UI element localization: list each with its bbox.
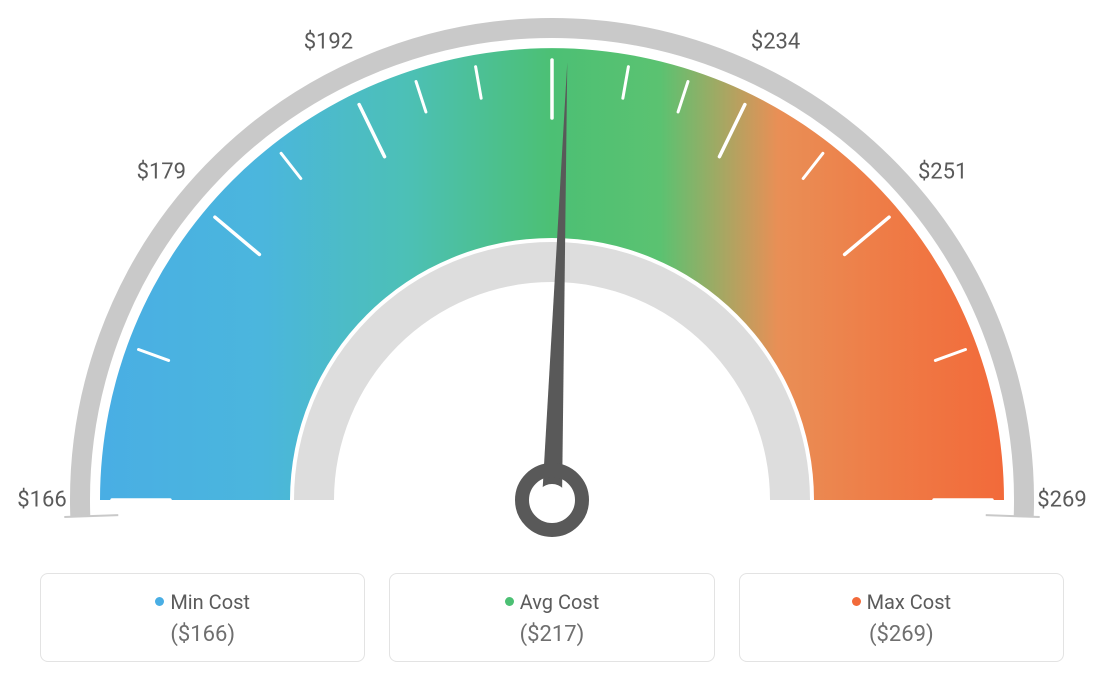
gauge-tick-label: $251: [918, 160, 967, 185]
legend-label-avg: Avg Cost: [402, 590, 701, 614]
legend-value-max: ($269): [752, 622, 1051, 647]
dot-icon: [155, 597, 164, 606]
legend-row: Min Cost ($166) Avg Cost ($217) Max Cost…: [40, 573, 1064, 662]
legend-label-text: Max Cost: [867, 590, 952, 614]
cost-gauge-container: $166 $179 $192 $217 $234 $251 $269 Min Cost ($…: [0, 0, 1104, 690]
gauge-tick-label: $179: [137, 160, 186, 185]
legend-label-text: Avg Cost: [520, 590, 600, 614]
gauge-svg: [0, 0, 1104, 560]
gauge-tick-label: $166: [17, 488, 66, 513]
legend-value-min: ($166): [53, 622, 352, 647]
dot-icon: [852, 597, 861, 606]
gauge-tick-label: $192: [304, 29, 353, 54]
legend-label-text: Min Cost: [170, 590, 250, 614]
legend-value-avg: ($217): [402, 622, 701, 647]
legend-card-min: Min Cost ($166): [40, 573, 365, 662]
legend-label-min: Min Cost: [53, 590, 352, 614]
gauge-tick-label: $217: [527, 0, 576, 3]
legend-card-avg: Avg Cost ($217): [389, 573, 714, 662]
gauge-tick-label: $269: [1037, 488, 1086, 513]
legend-label-max: Max Cost: [752, 590, 1051, 614]
legend-card-max: Max Cost ($269): [739, 573, 1064, 662]
gauge-tick-label: $234: [751, 29, 800, 54]
gauge-chart: $166 $179 $192 $217 $234 $251 $269: [0, 0, 1104, 560]
dot-icon: [505, 597, 514, 606]
